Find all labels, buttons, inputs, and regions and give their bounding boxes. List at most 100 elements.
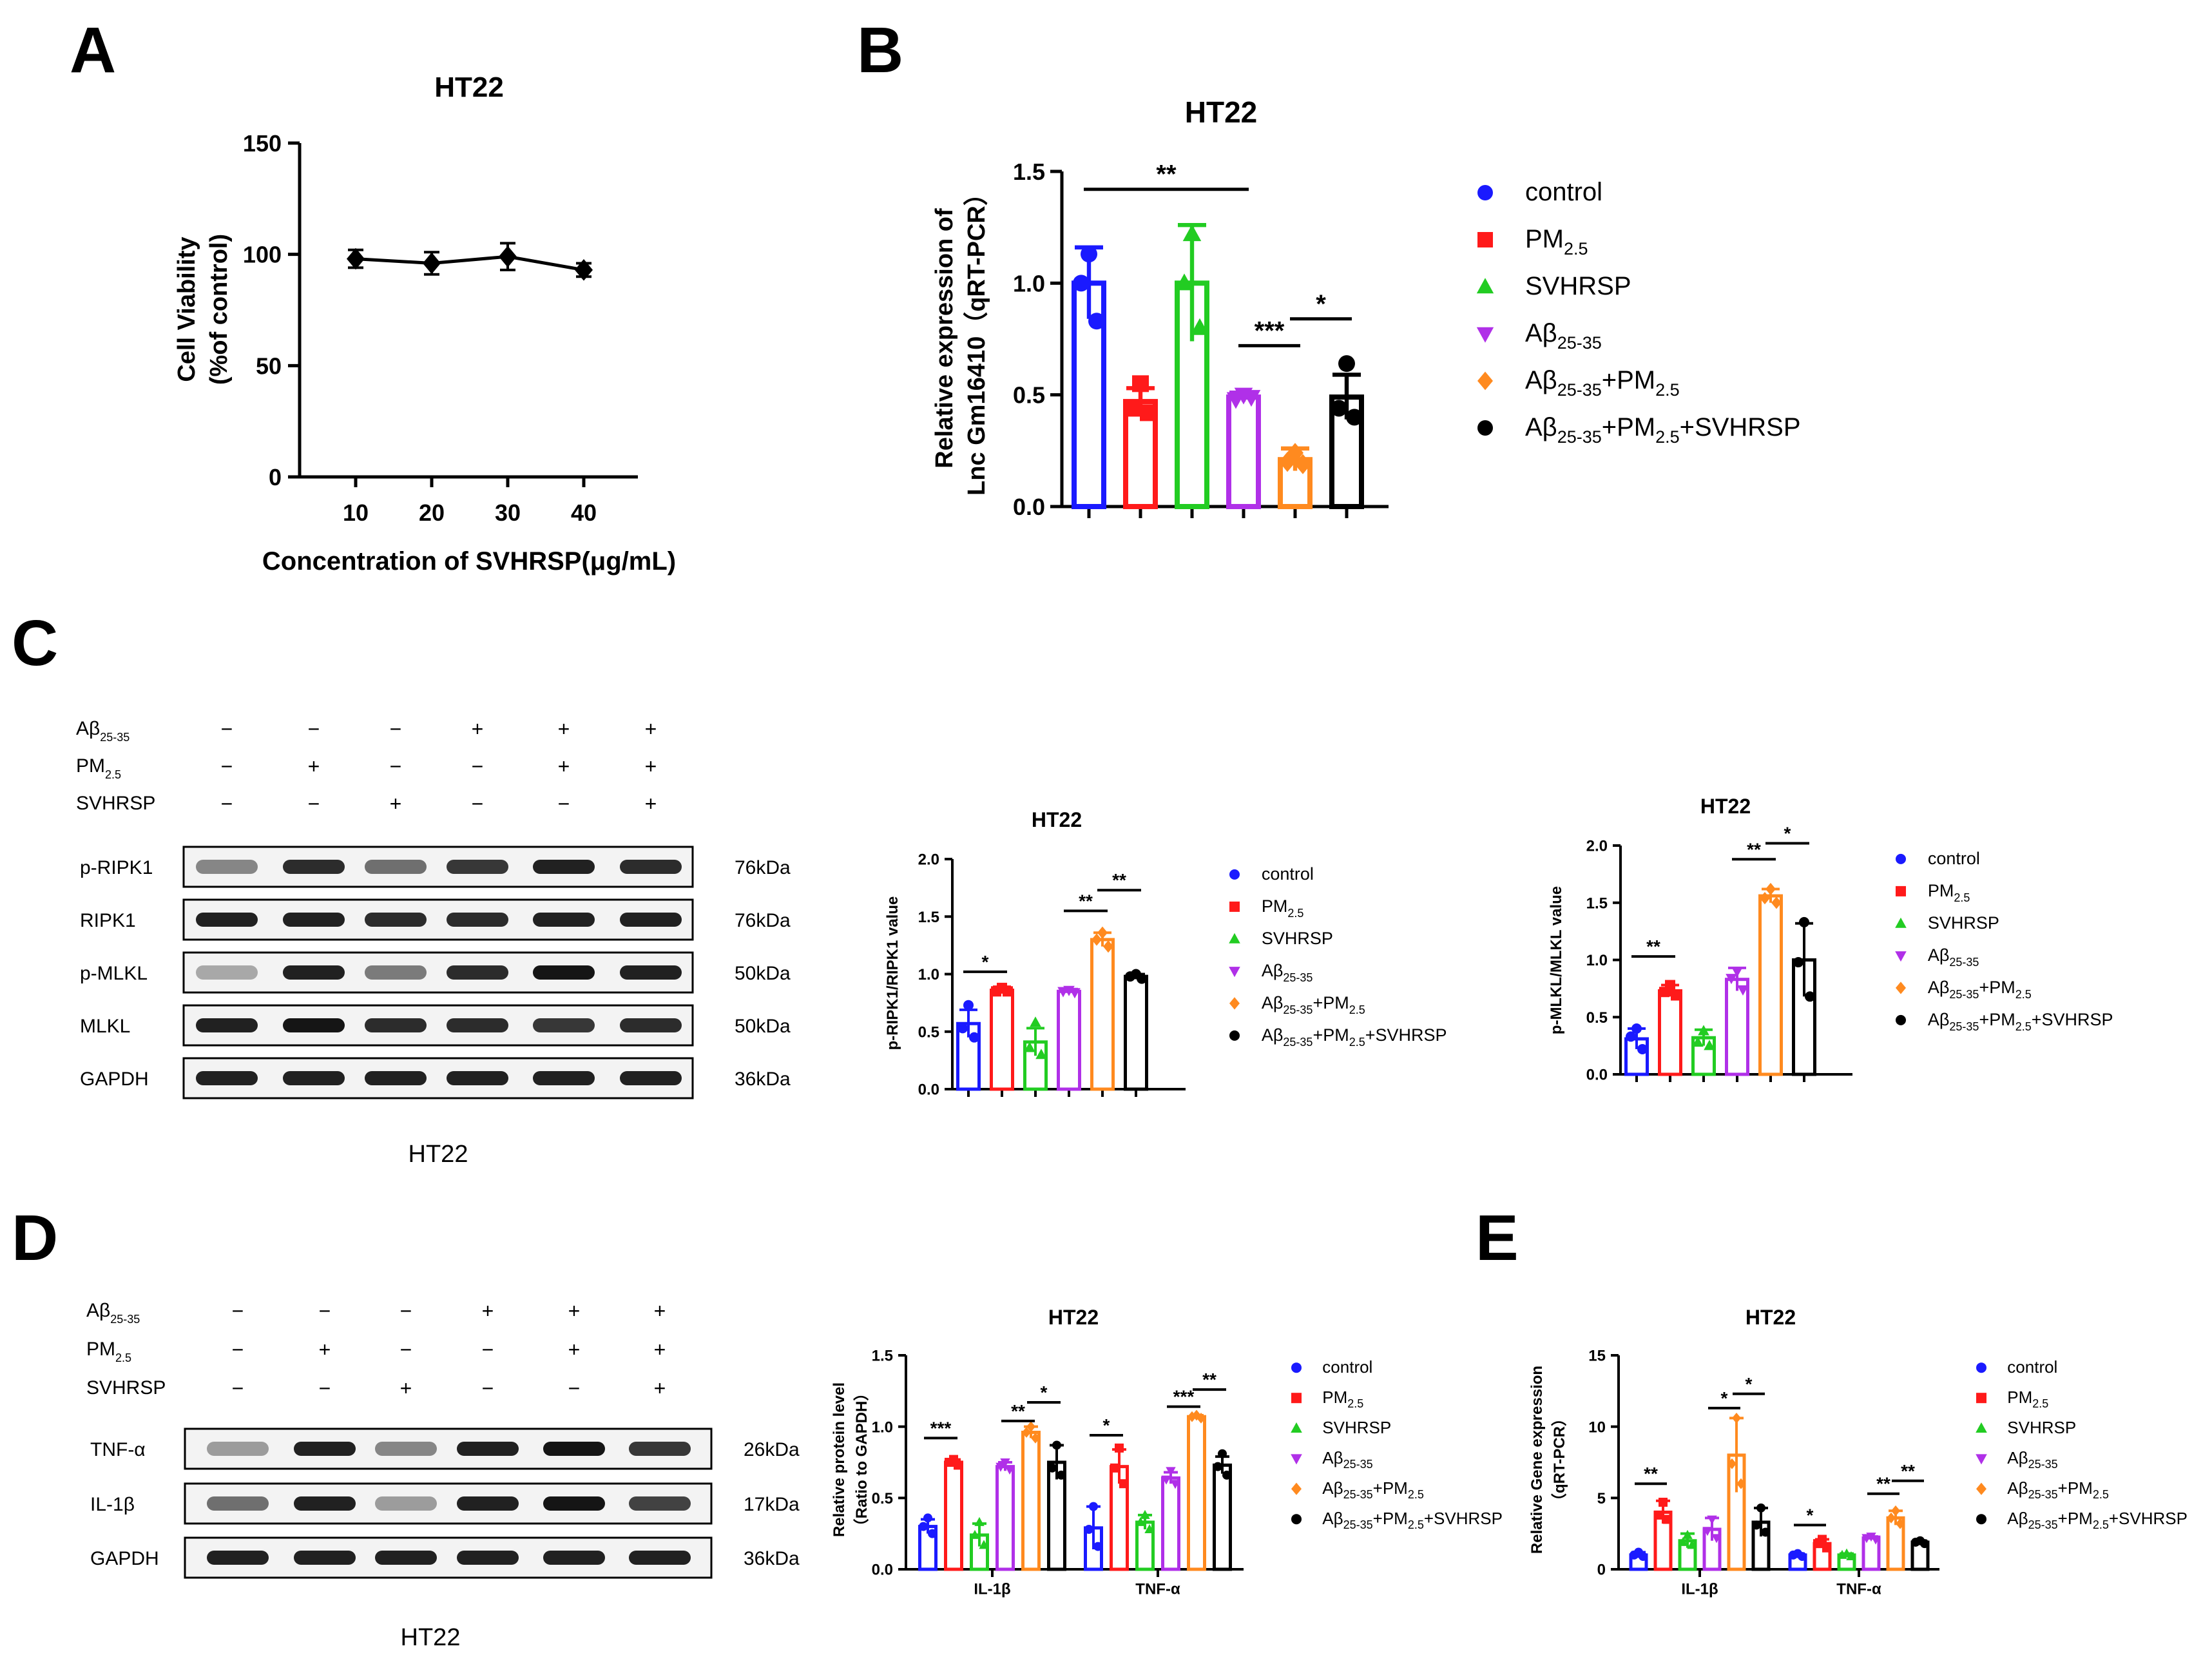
blot-band	[447, 965, 508, 980]
data-point	[1887, 1512, 1896, 1524]
treatment-sign: +	[390, 792, 402, 815]
significance-label: **	[1644, 1464, 1658, 1484]
y-tick-label: 0.0	[872, 1562, 893, 1579]
x-tick-label: 20	[419, 499, 445, 526]
legend-marker-svhrsp	[1895, 917, 1907, 928]
significance-label: *	[982, 952, 989, 972]
y-tick-label: 0.0	[1586, 1067, 1608, 1084]
legend-label-abpm: Aβ25-35+PM2.5	[1928, 978, 2032, 1001]
y-axis-title: p-MLKL/MLKL value	[1548, 886, 1565, 1034]
legend-label-control: control	[1525, 178, 1602, 206]
treatment-label: SVHRSP	[76, 793, 155, 814]
data-point	[1687, 1540, 1697, 1549]
x-tick-label: 10	[343, 499, 369, 526]
treatment-sign: −	[558, 792, 570, 815]
legend-abpm-sub2: 2.5	[1655, 380, 1680, 400]
blot-frame	[182, 1004, 694, 1047]
data-point	[957, 1023, 968, 1034]
treatment-sub: 2.5	[105, 768, 121, 781]
blot-band	[457, 1551, 519, 1565]
data-point	[1073, 275, 1090, 292]
legend-marker-pm	[1229, 901, 1240, 912]
treatment-name: PM	[86, 1339, 115, 1360]
chart-title: HT22	[434, 72, 504, 103]
legend-marker-svhrsp	[1229, 933, 1240, 944]
blot-band	[196, 1018, 258, 1032]
legend-pm-sub: 2.5	[1954, 891, 1970, 904]
legend-abpm-rest: +PM	[2058, 1478, 2093, 1498]
legend-abpmsv-label: Aβ	[1322, 1509, 1343, 1528]
y-tick-label: 2.0	[1586, 838, 1608, 855]
bar-abpm	[1090, 938, 1115, 1091]
data-point	[1630, 1550, 1639, 1560]
treatment-sign: −	[482, 1338, 494, 1361]
data-point	[1663, 1515, 1672, 1524]
legend-marker-pm	[1477, 232, 1493, 247]
y-tick-label: 15	[1588, 1348, 1606, 1365]
legend-marker-pm	[1291, 1393, 1302, 1404]
legend-abpm-sub: 25-35	[1343, 1488, 1373, 1501]
data-point	[1707, 1515, 1717, 1525]
significance-label: ***	[1173, 1387, 1195, 1407]
legend-abpmsv-label: Aβ	[2007, 1509, 2028, 1528]
legend-ab-sub: 25-35	[1557, 333, 1602, 353]
legend-abpmsv-sub: 25-35	[1343, 1518, 1373, 1531]
legend-abpmsv-rest: +PM	[1313, 1025, 1349, 1045]
legend-abpm-sub: 25-35	[2028, 1488, 2058, 1501]
y-axis-title: Relative Gene expression	[1528, 1366, 1546, 1554]
data-point	[1135, 1516, 1146, 1526]
blot-kda: 50kDa	[735, 963, 791, 984]
blot-band	[620, 913, 682, 927]
blot-band	[283, 860, 345, 874]
bar-pm	[1658, 989, 1682, 1076]
treatment-sign: +	[645, 717, 657, 740]
chart-title: HT22	[1700, 795, 1751, 818]
data-point	[1799, 916, 1809, 927]
data-point	[1048, 1463, 1057, 1473]
y-tick-label: 1.5	[872, 1348, 893, 1365]
data-point	[1698, 1025, 1709, 1036]
legend-marker-abpm	[1976, 1482, 1986, 1495]
treatment-sign: −	[400, 1338, 412, 1361]
legend-label-abpmsv: Aβ25-35+PM2.5+SVHRSP	[1525, 413, 1801, 447]
data-point	[970, 1529, 980, 1539]
blot-caption: HT22	[401, 1624, 461, 1651]
legend-abpm-sub: 25-35	[1283, 1003, 1313, 1016]
legend-abpmsv-sub2: 2.5	[2093, 1518, 2109, 1531]
legend-ab-label: Aβ	[1525, 319, 1557, 347]
significance-label: **	[1202, 1369, 1217, 1389]
data-point	[347, 247, 365, 270]
blot-band	[375, 1551, 437, 1565]
legend-label-abpmsv: Aβ25-35+PM2.5+SVHRSP	[1322, 1509, 1503, 1531]
legend-svhrsp-label: SVHRSP	[1928, 913, 1999, 933]
legend-marker-ab	[1476, 327, 1494, 343]
legend-d: controlPM2.5SVHRSPAβ25-35Aβ25-35+PM2.5Aβ…	[1291, 1357, 1503, 1531]
significance-label: *	[1316, 290, 1326, 318]
data-point	[1088, 313, 1105, 330]
data-point	[1822, 1543, 1831, 1553]
legend-label-pm: PM2.5	[1322, 1388, 1363, 1410]
treatment-sign: +	[319, 1338, 331, 1361]
significance-label: **	[1747, 839, 1761, 859]
legend-abpmsv-sub2: 2.5	[1408, 1518, 1424, 1531]
data-point	[1346, 409, 1363, 426]
chart-title: HT22	[1048, 1306, 1099, 1329]
data-point	[954, 1460, 963, 1470]
legend-abpm-label: Aβ	[1525, 366, 1557, 394]
significance-label: ***	[1255, 316, 1285, 345]
legend-marker-ab	[1976, 1454, 1987, 1465]
series-line	[355, 255, 584, 272]
data-point	[1736, 1478, 1746, 1489]
data-point	[1682, 1529, 1693, 1539]
data-point	[1637, 1043, 1648, 1054]
blot-band	[294, 1551, 356, 1565]
treatment-sign: +	[645, 792, 657, 815]
legend-ab-label: Aβ	[1322, 1448, 1343, 1467]
legend-label-control: control	[1322, 1357, 1372, 1377]
treatment-sign: −	[308, 717, 320, 740]
y-tick-label: 10	[1588, 1418, 1606, 1436]
legend-label-abpmsv: Aβ25-35+PM2.5+SVHRSP	[2007, 1509, 2188, 1531]
blot-row-label: p-MLKL	[80, 963, 148, 984]
